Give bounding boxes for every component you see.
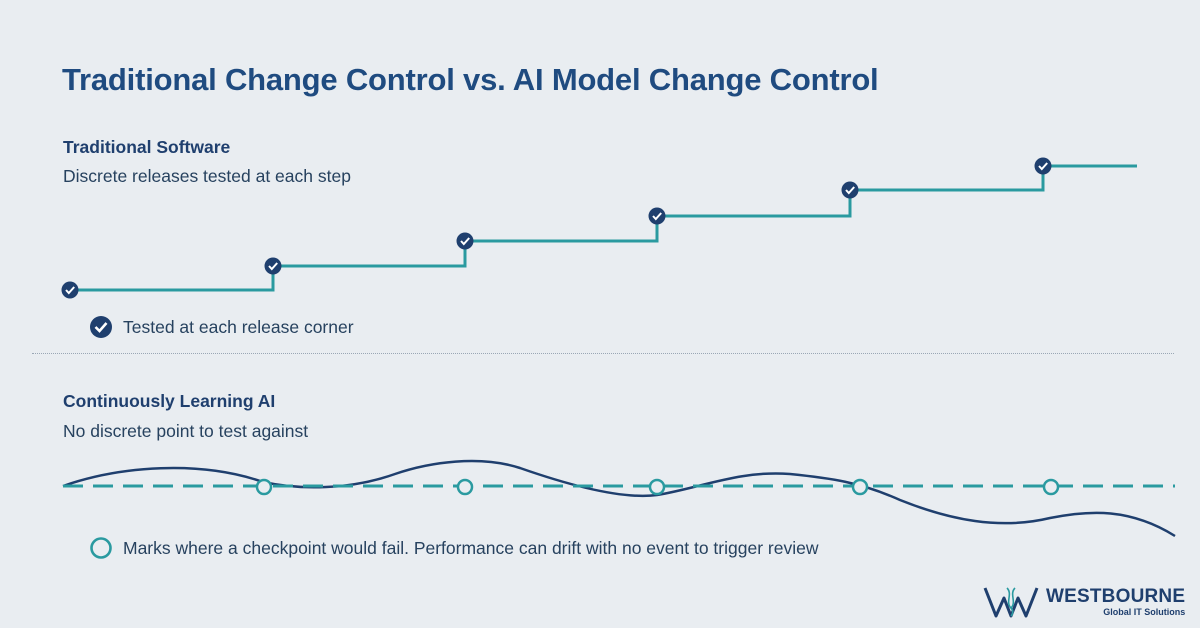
ai-legend-text: Marks where a checkpoint would fail. Per… [123,537,819,558]
release-check-icon [648,207,666,225]
traditional-legend: Tested at each release corner [89,315,354,339]
hollow-circle-icon [90,537,112,559]
ai-section-subtitle: No discrete point to test against [63,421,309,441]
performance-drift-curve [62,459,1176,538]
checkpoint-circle-icon [851,478,869,496]
page-title: Traditional Change Control vs. AI Model … [62,62,879,97]
westbourne-logo: WESTBOURNE Global IT Solutions [982,584,1185,620]
checkpoint-circle-icon [1042,478,1060,496]
release-check-icon [841,181,859,199]
checkpoint-circle-icon [456,478,474,496]
check-circle-icon [90,316,112,338]
release-check-icon [1034,157,1052,175]
release-check-icon [456,232,474,250]
logo-w-icon [983,587,1039,618]
checkpoint-circle-icon [648,478,666,496]
ai-legend: Marks where a checkpoint would fail. Per… [89,536,818,560]
section-divider [32,353,1174,354]
release-checkpoints [61,157,1052,299]
logo-name: WESTBOURNE [1046,585,1186,607]
failed-checkpoints [255,478,1060,496]
traditional-legend-text: Tested at each release corner [123,316,354,337]
release-check-icon [264,257,282,275]
traditional-section-title: Traditional Software [63,137,231,157]
ai-section-title: Continuously Learning AI [63,391,276,411]
traditional-section-subtitle: Discrete releases tested at each step [63,166,351,186]
logo-tagline: Global IT Solutions [1103,606,1186,617]
checkpoint-circle-icon [255,478,273,496]
release-check-icon [61,281,79,299]
release-staircase-line [70,164,1137,292]
